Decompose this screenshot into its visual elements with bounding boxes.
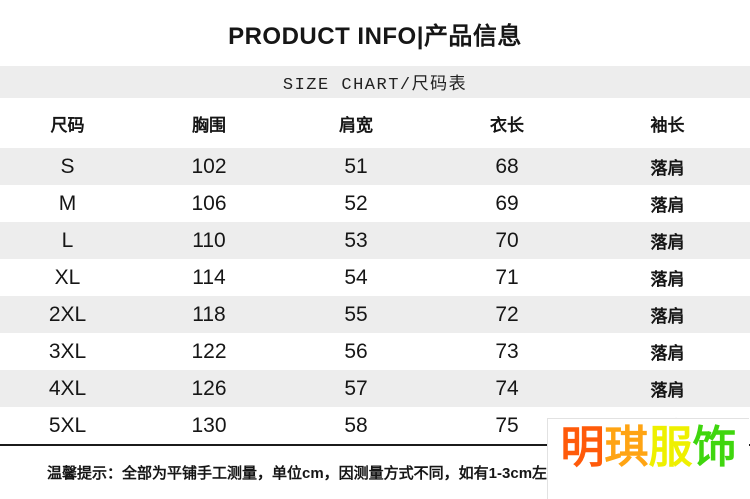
watermark-char: 服 (648, 423, 693, 472)
cell-length: 68 (495, 154, 519, 178)
column-header-shoulder: 肩宽 (339, 115, 373, 135)
watermark-char: 明 (560, 423, 605, 472)
cell-chest: 114 (192, 265, 226, 289)
cell-length: 75 (495, 413, 519, 437)
cell-sleeve: 落肩 (650, 196, 685, 215)
cell-chest: 106 (191, 191, 227, 215)
cell-sleeve: 落肩 (650, 159, 685, 178)
table-row: 4XL 126 57 74 落肩 (0, 370, 750, 407)
cell-chest: 122 (191, 339, 227, 363)
cell-length: 72 (495, 302, 519, 326)
column-header-sleeve: 袖长 (650, 115, 685, 135)
cell-chest: 110 (192, 228, 226, 252)
watermark-char: 饰 (692, 423, 737, 472)
watermark-shop-logo: 明 琪 服 饰 (547, 418, 749, 499)
cell-chest: 118 (192, 302, 226, 326)
table-row: S 102 51 68 落肩 (0, 148, 750, 185)
column-header-size: 尺码 (50, 115, 85, 135)
cell-size: L (61, 228, 74, 252)
page-title: PRODUCT INFO|产品信息 (228, 22, 522, 50)
cell-size: XL (54, 265, 81, 289)
cell-shoulder: 52 (344, 191, 368, 215)
column-header-chest: 胸围 (192, 115, 226, 135)
table-row: L 110 53 70 落肩 (0, 222, 750, 259)
cell-shoulder: 53 (344, 228, 368, 252)
cell-size: 3XL (48, 339, 87, 363)
cell-sleeve: 落肩 (650, 381, 685, 400)
cell-shoulder: 54 (344, 265, 368, 289)
measurement-note: 温馨提示：全部为平铺手工测量，单位cm，因测量方式不同，如有1-3cm左 (47, 465, 548, 482)
table-row: M 106 52 69 落肩 (0, 185, 750, 222)
cell-length: 70 (495, 228, 519, 252)
cell-shoulder: 55 (344, 302, 368, 326)
cell-length: 71 (495, 265, 519, 289)
cell-sleeve: 落肩 (650, 307, 685, 326)
cell-shoulder: 56 (344, 339, 368, 363)
cell-length: 69 (495, 191, 519, 215)
table-header-row: 尺码 胸围 肩宽 衣长 袖长 (0, 98, 750, 148)
table-row: XL 114 54 71 落肩 (0, 259, 750, 296)
cell-sleeve: 落肩 (650, 344, 685, 363)
table-row: 5XL 130 58 75 落肩 (0, 407, 750, 444)
cell-size: M (58, 191, 77, 215)
watermark-char: 琪 (604, 423, 649, 472)
cell-chest: 126 (191, 376, 227, 400)
cell-shoulder: 57 (344, 376, 368, 400)
cell-size: S (60, 154, 75, 178)
cell-chest: 130 (191, 413, 227, 437)
cell-size: 2XL (48, 302, 87, 326)
cell-shoulder: 51 (344, 154, 368, 178)
cell-shoulder: 58 (344, 413, 368, 437)
cell-size: 4XL (48, 376, 87, 400)
column-header-length: 衣长 (490, 115, 524, 135)
cell-size: 5XL (48, 413, 87, 437)
table-row: 3XL 122 56 73 落肩 (0, 333, 750, 370)
table-row: 2XL 118 55 72 落肩 (0, 296, 750, 333)
table-bottom-divider (0, 444, 750, 446)
size-chart-banner: SIZE CHART/尺码表 (0, 66, 750, 98)
cell-sleeve: 落肩 (650, 233, 685, 252)
cell-length: 74 (495, 376, 519, 400)
cell-chest: 102 (191, 154, 227, 178)
size-chart-table: 尺码 胸围 肩宽 衣长 袖长 S 102 51 68 落肩 M 106 52 6… (0, 98, 750, 444)
cell-length: 73 (495, 339, 519, 363)
cell-sleeve: 落肩 (650, 270, 685, 289)
